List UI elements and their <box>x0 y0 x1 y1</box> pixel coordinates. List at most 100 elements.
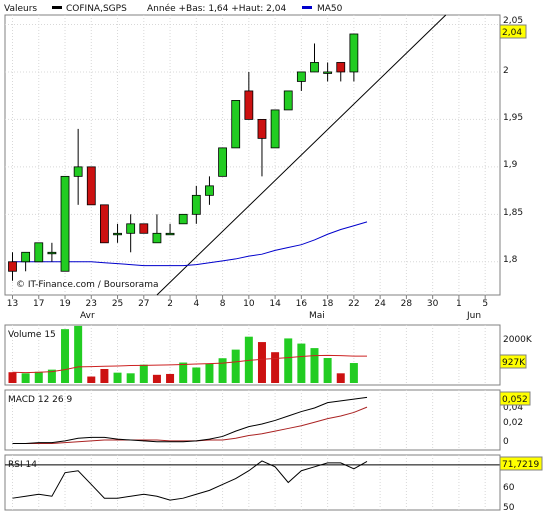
price-tick-label: 1,95 <box>503 113 523 123</box>
price-y-ticks: 2,05 2 1,95 1,9 1,85 1,8 <box>503 16 523 265</box>
x-tick-label: 17 <box>33 299 44 309</box>
candle-up <box>165 232 175 236</box>
legend-swatch-black <box>52 6 62 9</box>
volume-last-badge <box>499 354 527 369</box>
candle-down <box>86 166 96 206</box>
volume-bar-down <box>257 342 266 383</box>
x-tick-label: 27 <box>138 299 149 309</box>
volume-bar-up <box>310 348 319 383</box>
x-tick-label: 1 <box>456 299 462 309</box>
x-tick-label: 18 <box>322 299 334 309</box>
candle-up <box>113 232 122 236</box>
candle-up <box>47 251 57 255</box>
candle-down <box>100 204 109 244</box>
price-tick-label: 1,9 <box>503 160 518 170</box>
candle-down <box>139 223 149 234</box>
candle-down <box>8 261 17 272</box>
candle-up <box>73 166 83 177</box>
legend: Valeurs COFINA,SGPS Année +Bas: 1,64 +Ha… <box>4 3 343 14</box>
candle-down <box>257 119 267 139</box>
volume-bar-up <box>231 349 240 383</box>
volume-bar-up <box>323 358 332 383</box>
volume-bar-up <box>205 363 214 383</box>
rsi-tick-label: 50 <box>503 503 515 513</box>
volume-title: Volume 15 <box>8 330 56 340</box>
candle-up <box>296 71 306 82</box>
volume-bar-down <box>336 373 345 383</box>
month-label: Mai <box>309 311 325 321</box>
candle-up <box>270 109 280 149</box>
x-tick-label: 30 <box>427 299 439 309</box>
macd-last-badge <box>499 391 531 406</box>
volume-bar-up <box>284 338 293 383</box>
macd-title: MACD 12 26 9 <box>8 395 72 405</box>
month-labels: Avr Mai Jun <box>80 311 481 321</box>
volume-bar-down <box>87 376 96 383</box>
candle-up <box>34 242 44 263</box>
volume-last-value: 927K <box>502 358 526 368</box>
macd-tick-label: 0,02 <box>503 418 523 428</box>
candle-up <box>152 232 162 244</box>
volume-bar-up <box>179 362 188 383</box>
rsi-panel <box>4 454 501 511</box>
candle-up <box>349 33 359 73</box>
macd-tick-label: 0 <box>503 437 509 447</box>
volume-bar-up <box>192 367 201 383</box>
x-axis: 13 17 19 23 25 27 2 4 8 10 14 16 18 22 24 28 30 1 5 <box>7 295 488 309</box>
legend-ma50: MA50 <box>317 4 343 14</box>
ma50-line <box>12 221 368 267</box>
month-label: Avr <box>80 311 95 321</box>
x-tick-label: 4 <box>193 299 199 309</box>
x-tick-label: 16 <box>296 299 308 309</box>
candle-up <box>178 213 188 225</box>
macd-last-value: 0,052 <box>502 395 528 405</box>
price-tick-label: 2,05 <box>503 16 523 26</box>
volume-bar-up <box>139 364 148 383</box>
price-tick-label: 1,85 <box>503 208 523 218</box>
volume-bar-up <box>113 372 122 383</box>
volume-bar-up <box>126 373 135 383</box>
month-label: Jun <box>466 311 481 321</box>
legend-swatch-ma50 <box>302 6 312 9</box>
candle-down <box>336 62 346 73</box>
candle-up <box>21 251 31 263</box>
x-tick-label: 14 <box>269 299 281 309</box>
x-tick-label: 8 <box>220 299 226 309</box>
volume-bar-down <box>152 374 161 383</box>
price-panel <box>4 14 501 296</box>
candle-up <box>323 71 333 74</box>
volume-bar-up <box>218 358 227 383</box>
volume-bar-up <box>74 325 83 383</box>
x-tick-label: 10 <box>243 299 255 309</box>
volume-plot <box>8 325 368 383</box>
volume-ma-line <box>12 354 368 374</box>
volume-bar-up <box>34 371 43 383</box>
volume-bar-up <box>349 363 358 383</box>
legend-year-range: Année +Bas: 1,64 +Haut: 2,04 <box>147 3 286 14</box>
volume-bar-up <box>47 369 56 383</box>
rsi-last-badge <box>499 456 543 471</box>
volume-bar-down <box>166 373 175 383</box>
candle-up <box>310 62 319 73</box>
candle-up <box>60 175 70 272</box>
macd-plot <box>12 396 368 445</box>
rsi-tick-label: 60 <box>503 483 515 493</box>
trend-line <box>156 14 447 296</box>
macd-tick-label: 0,04 <box>503 403 523 413</box>
price-last-badge <box>499 24 527 39</box>
candle-up <box>231 100 241 149</box>
rsi-line <box>12 460 368 501</box>
candle-up <box>218 147 227 177</box>
x-tick-label: 22 <box>348 299 359 309</box>
x-tick-label: 25 <box>112 299 123 309</box>
price-last-value: 2,04 <box>502 28 522 38</box>
price-tick-label: 1,8 <box>503 255 518 265</box>
x-tick-label: 13 <box>7 299 18 309</box>
rsi-plot <box>5 460 500 501</box>
rsi-title: RSI 14 <box>8 460 37 470</box>
grid-lines <box>5 15 500 510</box>
volume-bar-up <box>244 336 253 383</box>
candle-up <box>126 223 136 234</box>
x-tick-label: 28 <box>401 299 413 309</box>
